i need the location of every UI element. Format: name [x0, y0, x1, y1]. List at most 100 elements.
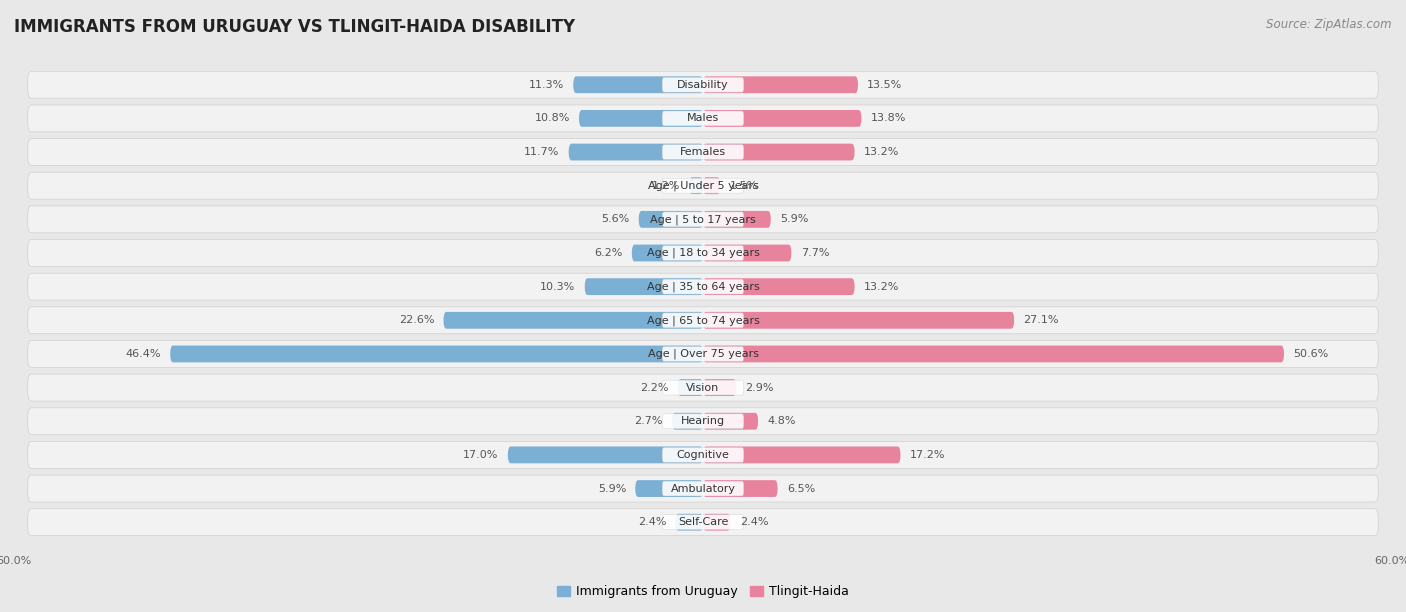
- FancyBboxPatch shape: [662, 144, 744, 160]
- Text: 2.9%: 2.9%: [745, 382, 773, 393]
- FancyBboxPatch shape: [631, 245, 703, 261]
- FancyBboxPatch shape: [662, 212, 744, 227]
- FancyBboxPatch shape: [662, 414, 744, 428]
- FancyBboxPatch shape: [703, 447, 900, 463]
- FancyBboxPatch shape: [28, 138, 1378, 165]
- FancyBboxPatch shape: [28, 206, 1378, 233]
- FancyBboxPatch shape: [703, 278, 855, 295]
- Text: 10.3%: 10.3%: [540, 282, 575, 292]
- FancyBboxPatch shape: [28, 105, 1378, 132]
- Text: Age | 18 to 34 years: Age | 18 to 34 years: [647, 248, 759, 258]
- Text: 13.5%: 13.5%: [868, 80, 903, 90]
- FancyBboxPatch shape: [662, 313, 744, 327]
- FancyBboxPatch shape: [636, 480, 703, 497]
- Text: Disability: Disability: [678, 80, 728, 90]
- FancyBboxPatch shape: [678, 379, 703, 396]
- FancyBboxPatch shape: [675, 514, 703, 531]
- FancyBboxPatch shape: [28, 408, 1378, 435]
- Text: Age | Under 5 years: Age | Under 5 years: [648, 181, 758, 191]
- FancyBboxPatch shape: [689, 177, 703, 194]
- Text: Ambulatory: Ambulatory: [671, 483, 735, 493]
- Text: 1.5%: 1.5%: [730, 181, 758, 191]
- Text: 10.8%: 10.8%: [534, 113, 569, 124]
- Text: 1.2%: 1.2%: [651, 181, 681, 191]
- Text: 5.9%: 5.9%: [780, 214, 808, 225]
- FancyBboxPatch shape: [703, 110, 862, 127]
- FancyBboxPatch shape: [568, 144, 703, 160]
- Text: 2.4%: 2.4%: [740, 517, 768, 527]
- FancyBboxPatch shape: [170, 346, 703, 362]
- Text: 50.6%: 50.6%: [1294, 349, 1329, 359]
- FancyBboxPatch shape: [662, 279, 744, 294]
- FancyBboxPatch shape: [703, 144, 855, 160]
- Text: 2.2%: 2.2%: [640, 382, 669, 393]
- Text: 5.6%: 5.6%: [602, 214, 630, 225]
- Text: IMMIGRANTS FROM URUGUAY VS TLINGIT-HAIDA DISABILITY: IMMIGRANTS FROM URUGUAY VS TLINGIT-HAIDA…: [14, 18, 575, 36]
- Text: Source: ZipAtlas.com: Source: ZipAtlas.com: [1267, 18, 1392, 31]
- Text: 13.8%: 13.8%: [870, 113, 905, 124]
- Text: 46.4%: 46.4%: [125, 349, 162, 359]
- FancyBboxPatch shape: [585, 278, 703, 295]
- FancyBboxPatch shape: [28, 239, 1378, 266]
- FancyBboxPatch shape: [703, 211, 770, 228]
- Text: Vision: Vision: [686, 382, 720, 393]
- FancyBboxPatch shape: [703, 245, 792, 261]
- Legend: Immigrants from Uruguay, Tlingit-Haida: Immigrants from Uruguay, Tlingit-Haida: [553, 580, 853, 603]
- FancyBboxPatch shape: [508, 447, 703, 463]
- FancyBboxPatch shape: [638, 211, 703, 228]
- Text: 11.7%: 11.7%: [524, 147, 560, 157]
- Text: 2.7%: 2.7%: [634, 416, 662, 426]
- Text: Hearing: Hearing: [681, 416, 725, 426]
- Text: 17.2%: 17.2%: [910, 450, 945, 460]
- Text: 6.2%: 6.2%: [595, 248, 623, 258]
- FancyBboxPatch shape: [662, 515, 744, 529]
- FancyBboxPatch shape: [443, 312, 703, 329]
- FancyBboxPatch shape: [662, 111, 744, 126]
- FancyBboxPatch shape: [28, 475, 1378, 502]
- Text: Age | 65 to 74 years: Age | 65 to 74 years: [647, 315, 759, 326]
- FancyBboxPatch shape: [703, 346, 1284, 362]
- Text: 6.5%: 6.5%: [787, 483, 815, 493]
- FancyBboxPatch shape: [28, 441, 1378, 468]
- Text: Age | 5 to 17 years: Age | 5 to 17 years: [650, 214, 756, 225]
- FancyBboxPatch shape: [662, 245, 744, 260]
- Text: Females: Females: [681, 147, 725, 157]
- Text: 7.7%: 7.7%: [800, 248, 830, 258]
- FancyBboxPatch shape: [662, 346, 744, 361]
- Text: 13.2%: 13.2%: [863, 147, 898, 157]
- FancyBboxPatch shape: [28, 374, 1378, 401]
- FancyBboxPatch shape: [28, 172, 1378, 199]
- Text: 22.6%: 22.6%: [399, 315, 434, 326]
- Text: Age | Over 75 years: Age | Over 75 years: [648, 349, 758, 359]
- Text: 17.0%: 17.0%: [463, 450, 499, 460]
- FancyBboxPatch shape: [662, 380, 744, 395]
- FancyBboxPatch shape: [672, 413, 703, 430]
- Text: Males: Males: [688, 113, 718, 124]
- FancyBboxPatch shape: [703, 379, 737, 396]
- FancyBboxPatch shape: [28, 273, 1378, 300]
- FancyBboxPatch shape: [703, 514, 731, 531]
- Text: 4.8%: 4.8%: [768, 416, 796, 426]
- Text: 2.4%: 2.4%: [638, 517, 666, 527]
- FancyBboxPatch shape: [574, 76, 703, 93]
- Text: Self-Care: Self-Care: [678, 517, 728, 527]
- FancyBboxPatch shape: [579, 110, 703, 127]
- FancyBboxPatch shape: [662, 178, 744, 193]
- FancyBboxPatch shape: [28, 307, 1378, 334]
- Text: 13.2%: 13.2%: [863, 282, 898, 292]
- FancyBboxPatch shape: [662, 481, 744, 496]
- FancyBboxPatch shape: [703, 177, 720, 194]
- FancyBboxPatch shape: [28, 340, 1378, 367]
- FancyBboxPatch shape: [703, 312, 1014, 329]
- FancyBboxPatch shape: [662, 447, 744, 462]
- FancyBboxPatch shape: [703, 413, 758, 430]
- Text: Age | 35 to 64 years: Age | 35 to 64 years: [647, 282, 759, 292]
- FancyBboxPatch shape: [703, 76, 858, 93]
- Text: Cognitive: Cognitive: [676, 450, 730, 460]
- FancyBboxPatch shape: [662, 77, 744, 92]
- Text: 5.9%: 5.9%: [598, 483, 626, 493]
- FancyBboxPatch shape: [703, 480, 778, 497]
- Text: 11.3%: 11.3%: [529, 80, 564, 90]
- FancyBboxPatch shape: [28, 71, 1378, 98]
- Text: 27.1%: 27.1%: [1024, 315, 1059, 326]
